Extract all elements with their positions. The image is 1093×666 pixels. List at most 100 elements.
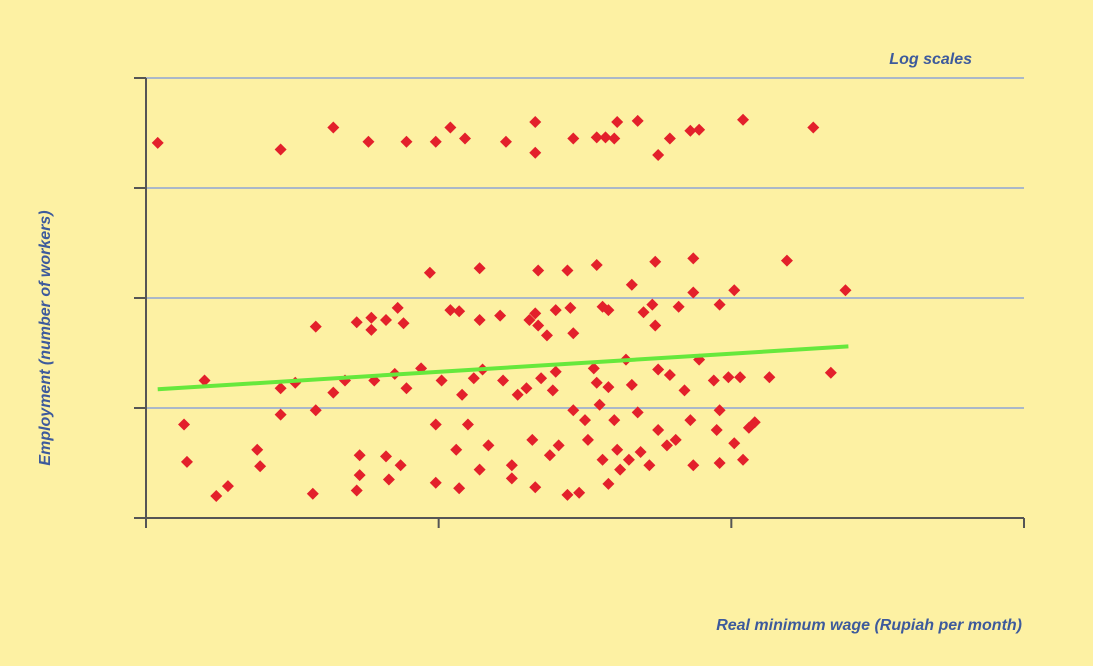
point: [379, 314, 392, 326]
point: [523, 314, 536, 326]
point: [453, 482, 466, 495]
point: [400, 135, 413, 148]
point: [546, 384, 559, 397]
point: [567, 132, 580, 145]
point: [529, 481, 542, 494]
point: [549, 304, 562, 317]
point: [511, 388, 524, 401]
point: [365, 323, 378, 336]
point: [210, 490, 223, 502]
point: [397, 317, 410, 330]
point: [309, 320, 322, 333]
point: [353, 449, 366, 462]
point: [453, 305, 466, 318]
point: [687, 286, 700, 299]
point: [652, 363, 665, 376]
point: [254, 460, 267, 473]
point: [614, 463, 627, 476]
point: [649, 319, 662, 332]
x-axis-label: Real minimum wage (Rupiah per month): [716, 617, 1022, 634]
point: [362, 135, 375, 148]
point: [710, 424, 723, 436]
point: [669, 433, 682, 446]
point: [274, 143, 287, 156]
point: [713, 298, 726, 311]
point: [394, 459, 407, 472]
trend-line: [157, 344, 849, 392]
point: [482, 439, 495, 452]
point: [608, 414, 621, 427]
point: [564, 301, 577, 314]
point: [678, 384, 691, 397]
point: [663, 369, 676, 381]
point: [435, 374, 448, 387]
point: [429, 418, 442, 431]
point: [461, 418, 474, 431]
point: [737, 453, 750, 466]
point: [532, 264, 545, 277]
point: [599, 131, 612, 144]
point: [649, 255, 662, 268]
point: [693, 123, 706, 136]
point: [473, 463, 486, 476]
point: [274, 408, 287, 421]
point: [596, 453, 609, 466]
point: [379, 450, 392, 463]
point: [450, 443, 463, 456]
point: [494, 309, 507, 322]
point: [274, 382, 287, 395]
point: [587, 362, 600, 375]
point: [526, 433, 539, 446]
point: [251, 443, 264, 456]
point: [672, 300, 685, 313]
point: [520, 382, 533, 395]
point: [590, 376, 603, 389]
point: [327, 121, 340, 134]
point: [625, 278, 638, 291]
point: [549, 365, 562, 378]
point: [473, 262, 486, 275]
point: [178, 418, 191, 431]
point: [540, 329, 553, 342]
point: [151, 136, 164, 149]
point: [707, 374, 720, 387]
point: [353, 469, 366, 482]
point: [382, 473, 395, 486]
point: [532, 319, 545, 332]
point: [763, 371, 776, 384]
point: [573, 486, 586, 499]
point: [631, 114, 644, 127]
point: [423, 266, 436, 279]
point: [505, 472, 518, 485]
point: [306, 487, 319, 500]
point: [429, 476, 442, 489]
point: [722, 371, 735, 384]
point: [529, 116, 542, 128]
point: [713, 457, 726, 469]
point: [728, 284, 741, 297]
point: [824, 366, 837, 379]
point: [444, 121, 457, 134]
point: [473, 314, 486, 326]
point: [634, 446, 647, 458]
point: [590, 259, 603, 271]
point: [535, 372, 548, 385]
point: [684, 414, 697, 427]
point: [327, 386, 340, 399]
point: [529, 307, 542, 320]
point: [643, 459, 656, 472]
point: [780, 254, 793, 267]
point: [543, 449, 556, 462]
point: [581, 433, 594, 446]
point: [611, 443, 624, 456]
point: [350, 316, 363, 329]
point: [497, 374, 510, 387]
point: [684, 124, 697, 137]
annotation: Log scales: [889, 51, 972, 68]
point: [505, 459, 518, 472]
y-axis-label: Employment (number of workers): [37, 210, 54, 465]
point: [652, 149, 665, 161]
point: [198, 374, 211, 387]
point: [602, 381, 615, 394]
